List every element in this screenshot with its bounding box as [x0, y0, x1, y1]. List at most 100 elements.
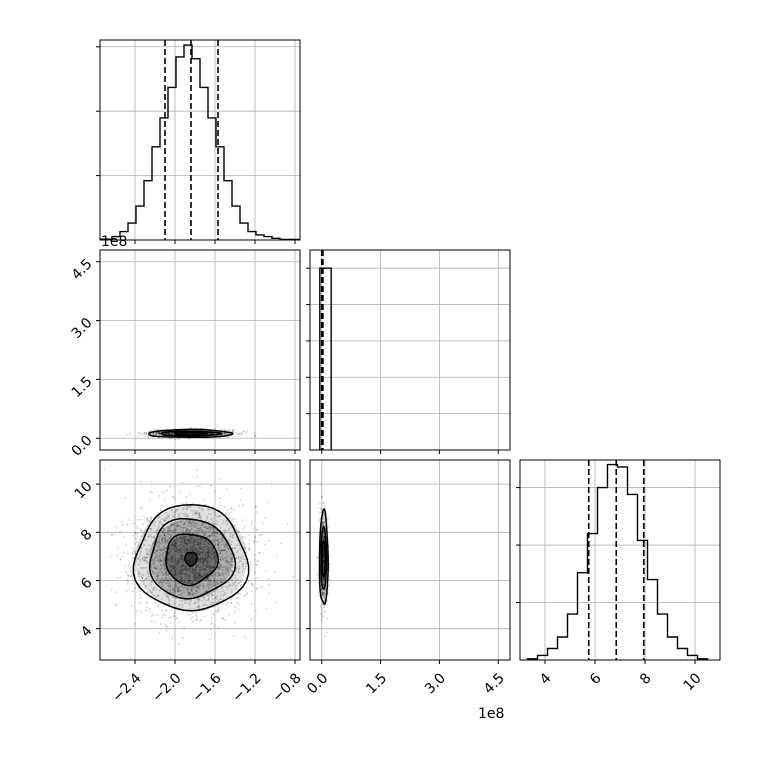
scatter-point	[208, 549, 211, 552]
scatter-point	[111, 534, 113, 537]
scatter-point	[193, 539, 195, 542]
scatter-point	[146, 560, 148, 562]
scatter-point	[179, 585, 182, 588]
scatter-point	[267, 592, 270, 595]
scatter-point	[174, 549, 177, 552]
scatter-point	[180, 580, 182, 582]
scatter-point	[208, 583, 210, 585]
scatter-point	[197, 575, 200, 578]
scatter-point	[153, 566, 156, 569]
scatter-point	[169, 555, 172, 557]
scatter-point	[227, 567, 230, 570]
scatter-point	[230, 602, 233, 604]
scatter-point	[152, 542, 154, 545]
scatter-point	[189, 567, 191, 570]
scatter-point	[191, 616, 194, 618]
scatter-point	[203, 558, 206, 561]
scatter-point	[140, 507, 142, 509]
scatter-point	[197, 532, 200, 535]
scatter-point	[162, 546, 165, 549]
scatter-point	[152, 522, 154, 525]
scatter-point	[147, 430, 150, 433]
scatter-point	[209, 508, 212, 511]
scatter-point	[325, 631, 328, 634]
scatter-point	[164, 623, 167, 626]
scatter-point	[245, 432, 248, 435]
scatter-point	[165, 609, 168, 612]
scatter-point	[217, 543, 220, 546]
scatter-point	[322, 583, 325, 585]
scatter-point	[199, 542, 202, 545]
scatter-point	[201, 530, 203, 533]
scatter-point	[238, 561, 240, 564]
scatter-point	[184, 580, 186, 582]
scatter-point	[152, 433, 155, 435]
scatter-point	[159, 558, 162, 561]
scatter-point	[131, 557, 134, 560]
scatter-point	[205, 599, 208, 602]
scatter-point	[159, 623, 162, 625]
scatter-point	[197, 512, 200, 515]
scatter-point	[126, 523, 128, 526]
scatter-point	[209, 527, 211, 529]
scatter-point	[156, 549, 158, 552]
scatter-point	[213, 531, 216, 534]
scatter-point	[210, 484, 212, 487]
scatter-point	[200, 537, 203, 539]
scatter-point	[146, 519, 149, 521]
scatter-point	[168, 537, 171, 539]
scatter-point	[172, 555, 175, 558]
scatter-point	[264, 570, 267, 573]
scatter-point	[149, 575, 152, 578]
scatter-point	[158, 521, 161, 524]
scatter-point	[158, 432, 160, 435]
scatter-point	[197, 577, 200, 580]
scatter-point	[232, 582, 234, 585]
scatter-point	[211, 552, 214, 555]
scatter-point	[255, 511, 258, 513]
scatter-point	[218, 515, 221, 517]
scatter-point	[169, 584, 172, 587]
scatter-point	[220, 581, 223, 584]
scatter-point	[138, 583, 141, 585]
scatter-point	[163, 541, 166, 544]
scatter-point	[235, 566, 238, 569]
scatter-point	[178, 589, 181, 591]
scatter-point	[202, 586, 205, 589]
scatter-point	[178, 572, 181, 575]
scatter-point	[157, 556, 160, 558]
scatter-point	[221, 617, 224, 620]
scatter-point	[322, 538, 325, 541]
scatter-point	[199, 561, 202, 563]
scatter-point	[206, 544, 209, 547]
scatter-point	[254, 536, 257, 539]
scatter-point	[166, 517, 169, 520]
scatter-point	[197, 527, 200, 530]
scatter-point	[169, 546, 172, 549]
scatter-point	[201, 554, 204, 557]
scatter-point	[214, 580, 217, 583]
scatter-point	[162, 548, 165, 551]
scatter-point	[189, 571, 192, 574]
scatter-point	[182, 588, 185, 591]
scatter-point	[208, 566, 211, 569]
scatter-point	[323, 560, 325, 562]
scatter-point	[193, 587, 195, 589]
scatter-point	[139, 560, 142, 563]
scatter-point	[243, 525, 246, 528]
scatter-point	[181, 567, 184, 570]
scatter-point	[256, 541, 259, 544]
scatter-point	[141, 558, 144, 560]
scatter-point	[213, 556, 216, 558]
scatter-point	[192, 531, 195, 534]
scatter-point	[146, 577, 149, 579]
scatter-point	[162, 581, 165, 584]
scatter-point	[241, 536, 244, 539]
scatter-point	[175, 547, 178, 549]
scatter-point	[185, 535, 188, 537]
scatter-point	[143, 432, 146, 434]
scatter-point	[183, 551, 185, 554]
scatter-point	[210, 567, 213, 569]
scatter-point	[206, 551, 209, 554]
scatter-point	[159, 554, 162, 557]
